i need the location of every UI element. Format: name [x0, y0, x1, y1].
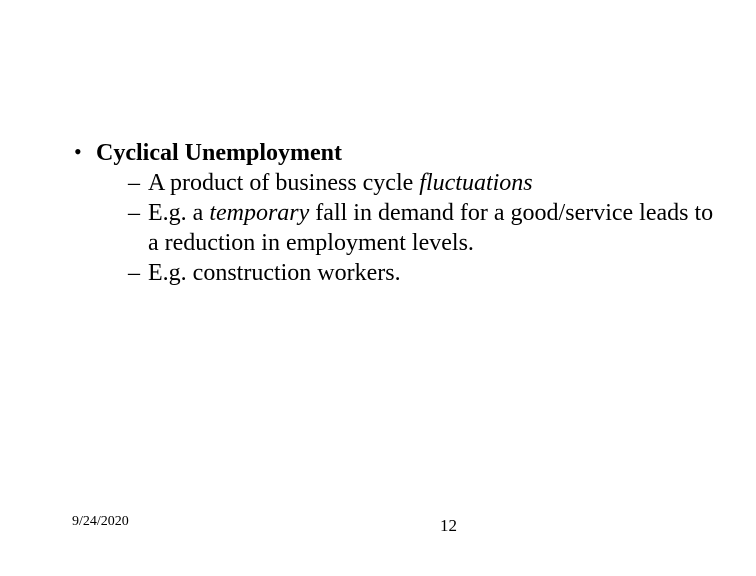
sub-bullet-text-prefix: E.g. a [148, 200, 209, 226]
footer-date: 9/24/2020 [72, 514, 129, 530]
sub-bullet-item: E.g. construction workers. [128, 258, 716, 288]
footer-page-number: 12 [440, 516, 457, 536]
sub-bullet-emph: fluctuations [419, 170, 532, 196]
sub-bullet-item: E.g. a temporary fall in demand for a go… [128, 198, 716, 258]
sub-bullet-item: A product of business cycle fluctuations [128, 168, 716, 198]
bullet-list-level1: Cyclical Unemployment A product of busin… [74, 138, 716, 288]
slide: Cyclical Unemployment A product of busin… [0, 0, 756, 576]
bullet-list-level2: A product of business cycle fluctuations… [96, 168, 716, 288]
sub-bullet-text-prefix: A product of business cycle [148, 170, 419, 196]
sub-bullet-text-prefix: E.g. construction workers. [148, 260, 401, 286]
sub-bullet-emph: temporary [209, 200, 309, 226]
bullet-title: Cyclical Unemployment [96, 140, 342, 166]
bullet-item: Cyclical Unemployment A product of busin… [74, 138, 716, 288]
slide-content: Cyclical Unemployment A product of busin… [74, 138, 716, 288]
